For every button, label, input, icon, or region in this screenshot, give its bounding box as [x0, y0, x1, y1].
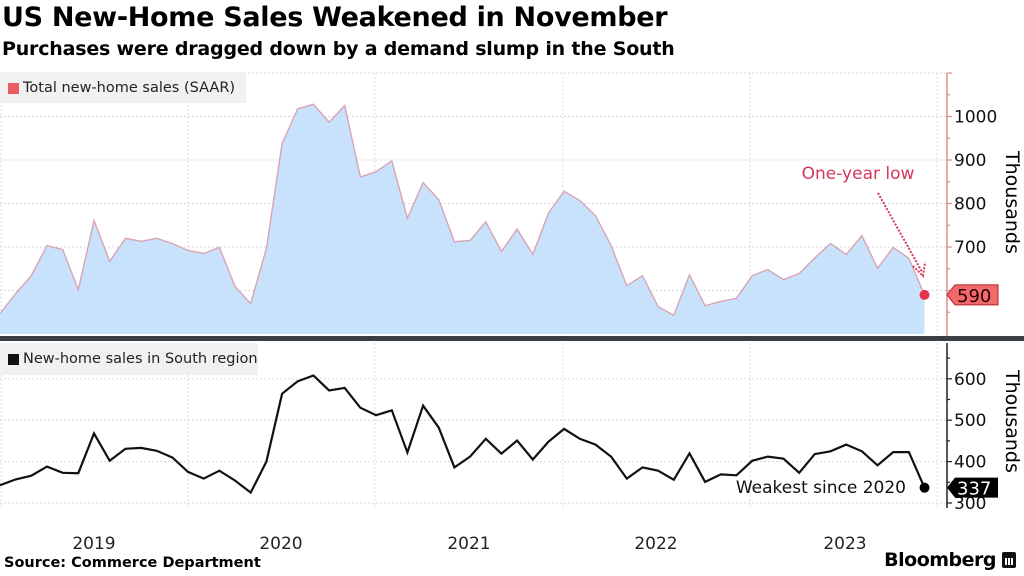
upper-y-tick-label: 700 — [954, 238, 986, 258]
lower-legend-label: New-home sales in South region — [23, 351, 258, 367]
panel-separator — [0, 336, 1024, 341]
lower-y-tick-label: 400 — [954, 453, 986, 473]
x-tick-label: 2022 — [634, 534, 677, 554]
lower-last-point-marker — [919, 482, 930, 493]
x-tick-label: 2021 — [447, 534, 490, 554]
upper-last-point-marker — [919, 289, 930, 300]
lower-last-value-tag — [947, 477, 998, 498]
upper-y-axis-label: Thousands — [1001, 151, 1023, 254]
upper-y-tick-label: 1000 — [954, 108, 997, 128]
brand-name: Bloomberg — [884, 549, 996, 571]
lower-y-axis-label: Thousands — [1001, 370, 1023, 473]
upper-annotation-arrowhead — [912, 261, 926, 279]
lower-legend-swatch — [8, 353, 19, 365]
lower-y-tick-label: 500 — [954, 411, 986, 431]
upper-y-tick-label: 900 — [954, 151, 986, 171]
lower-y-tick-label: 300 — [954, 494, 986, 514]
upper-last-value-label: 590 — [957, 286, 991, 307]
x-axis-tick-labels: 2019 2020 2021 2022 2023 — [72, 534, 866, 554]
lower-y-axis: 400 500 600 300 — [946, 343, 986, 514]
lower-last-value-label: 337 — [957, 479, 991, 500]
lower-series-line — [0, 374, 926, 495]
lower-annotation-text: Weakest since 2020 — [736, 478, 906, 498]
upper-last-value-tag — [946, 284, 999, 306]
x-tick-label: 2019 — [72, 534, 115, 554]
lower-legend: New-home sales in South region — [0, 343, 258, 375]
upper-area-fill — [0, 104, 925, 334]
annotations: 590 337 One-year low Weakest since 2020 — [736, 164, 999, 500]
upper-legend-label: Total new-home sales (SAAR) — [23, 80, 236, 96]
upper-legend-swatch — [8, 82, 19, 94]
bloomberg-terminal-icon — [1002, 552, 1016, 568]
upper-legend: Total new-home sales (SAAR) — [0, 73, 246, 103]
x-tick-label: 2020 — [259, 534, 302, 554]
upper-y-tick-label: 800 — [954, 195, 986, 215]
chart-subtitle: Purchases were dragged down by a demand … — [2, 38, 675, 60]
lower-y-tick-label: 600 — [954, 370, 986, 390]
upper-annotation-text: One-year low — [802, 164, 915, 184]
upper-series-line — [0, 103, 926, 317]
source-note: Source: Commerce Department — [4, 555, 261, 571]
chart-title: US New-Home Sales Weakened in November — [2, 2, 668, 33]
upper-y-axis: 700 800 900 1000 — [946, 72, 997, 338]
x-tick-label: 2023 — [823, 534, 866, 554]
lower-data-points — [0, 375, 925, 492]
upper-annotation-arrow — [877, 192, 923, 273]
brand-logo: Bloomberg — [884, 549, 1016, 571]
